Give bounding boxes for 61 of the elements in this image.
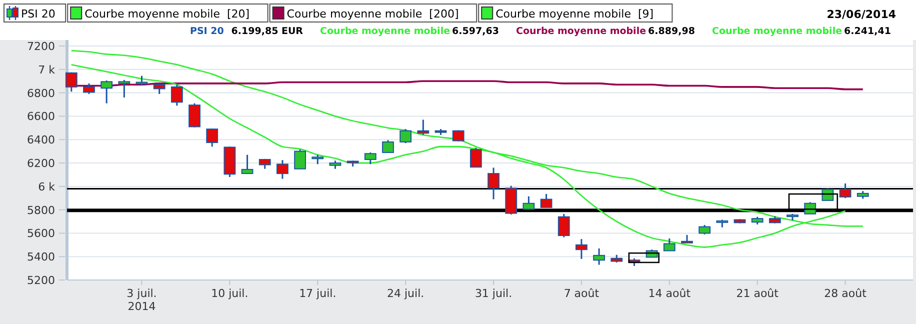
- y-tick-label: 5800: [27, 204, 55, 217]
- candlestick: [593, 248, 605, 266]
- candlestick: [839, 182, 852, 199]
- text: 6.597,63: [452, 26, 499, 37]
- text: Courbe moyenne mobile: [712, 26, 842, 37]
- y-tick-label: 6400: [27, 134, 55, 147]
- candlestick: [276, 159, 288, 180]
- candlestick: [188, 102, 200, 128]
- x-tick-label: 3 juil. 2014: [126, 287, 157, 313]
- candlestick: [698, 224, 711, 236]
- y-tick-label: 5200: [27, 274, 55, 287]
- candlestick: [470, 147, 482, 168]
- y-tick-label: 7200: [27, 40, 55, 53]
- text: 6.241,41: [844, 26, 891, 37]
- candlestick: [558, 213, 570, 238]
- x-tick-label: 21 août: [736, 287, 780, 300]
- y-tick-label: 5400: [27, 250, 55, 264]
- x-tick-label: 17 juil.: [299, 287, 336, 300]
- x-tick-label: 31 juil.: [474, 287, 512, 300]
- y-tick-label: 6 k: [38, 180, 56, 194]
- x-tick-label: 10 juil.: [211, 287, 248, 300]
- candlestick: [540, 193, 552, 208]
- x-tick-label: 24 juil.: [387, 287, 424, 300]
- y-tick-label: 6600: [27, 110, 55, 124]
- candlestick: [206, 128, 218, 148]
- text: 6.889,98: [648, 26, 696, 37]
- y-tick-label: 6800: [27, 86, 55, 100]
- candlestick: [417, 118, 430, 136]
- candlestick: [100, 80, 113, 104]
- candlestick: [118, 79, 130, 98]
- x-tick-label: 14 août: [648, 287, 692, 300]
- text: 6.199,85 EUR: [231, 26, 304, 37]
- legend-label: PSI 20: [21, 8, 56, 20]
- text: Courbe moyenne mobile: [320, 26, 450, 37]
- candlestick: [452, 129, 464, 142]
- x-tick-label: 7 août: [564, 287, 600, 300]
- text: 23/06/2014: [826, 8, 896, 21]
- candlestick: [364, 152, 376, 165]
- candlestick: [576, 238, 588, 260]
- candlestick: [663, 238, 676, 252]
- candlestick: [822, 187, 834, 202]
- candlestick: [294, 148, 306, 170]
- candlestick: [136, 75, 148, 86]
- candlestick: [382, 139, 394, 154]
- candlestick: [312, 154, 324, 165]
- candlestick: [400, 128, 412, 144]
- y-tick-label: 5600: [27, 227, 55, 240]
- candlestick: [522, 196, 535, 211]
- text: Courbe moyenne mobile: [516, 26, 646, 37]
- candlestick: [83, 82, 95, 95]
- candlestick: [488, 166, 500, 200]
- y-tick-label: 6200: [27, 157, 55, 170]
- candlestick: [241, 154, 254, 174]
- legend-label: Courbe moyenne mobile [20]: [84, 8, 250, 20]
- legend-label: Courbe moyenne mobile [9]: [496, 8, 654, 20]
- x-tick-label: 28 août: [824, 287, 868, 300]
- candlestick: [170, 84, 183, 106]
- text: PSI 20: [190, 26, 224, 37]
- legend-label: Courbe moyenne mobile [200]: [286, 8, 459, 20]
- y-tick-label: 7 k: [38, 63, 56, 76]
- candlestick: [153, 83, 166, 95]
